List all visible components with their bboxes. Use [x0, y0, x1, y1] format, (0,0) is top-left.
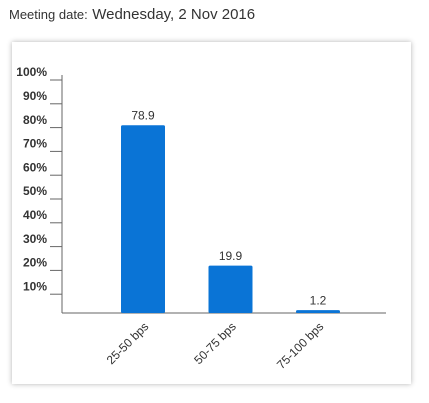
bar — [121, 125, 165, 313]
bar — [296, 310, 340, 313]
x-tick-label: 50-75 bps — [191, 319, 239, 367]
y-tick-label: 60% — [23, 160, 47, 174]
meeting-label: Meeting date: — [9, 7, 88, 22]
chart-card — [12, 42, 411, 384]
value-label: 1.2 — [310, 293, 327, 307]
value-label: 19.9 — [219, 249, 243, 263]
y-tick-label: 100% — [16, 65, 47, 79]
header: Meeting date: Wednesday, 2 Nov 2016 — [9, 6, 255, 24]
y-tick-label: 20% — [23, 256, 47, 270]
value-label: 78.9 — [131, 108, 155, 122]
y-tick-label: 10% — [23, 279, 47, 293]
x-tick-label: 25-50 bps — [104, 319, 152, 367]
x-tick-label: 75-100 bps — [274, 319, 326, 371]
y-tick-label: 40% — [23, 208, 47, 222]
y-tick-label: 90% — [23, 89, 47, 103]
y-tick-label: 50% — [23, 184, 47, 198]
y-tick-label: 70% — [23, 137, 47, 151]
bar — [208, 265, 253, 313]
y-tick-label: 80% — [23, 113, 47, 127]
meeting-date: Wednesday, 2 Nov 2016 — [92, 6, 256, 23]
y-tick-label: 30% — [23, 232, 47, 246]
